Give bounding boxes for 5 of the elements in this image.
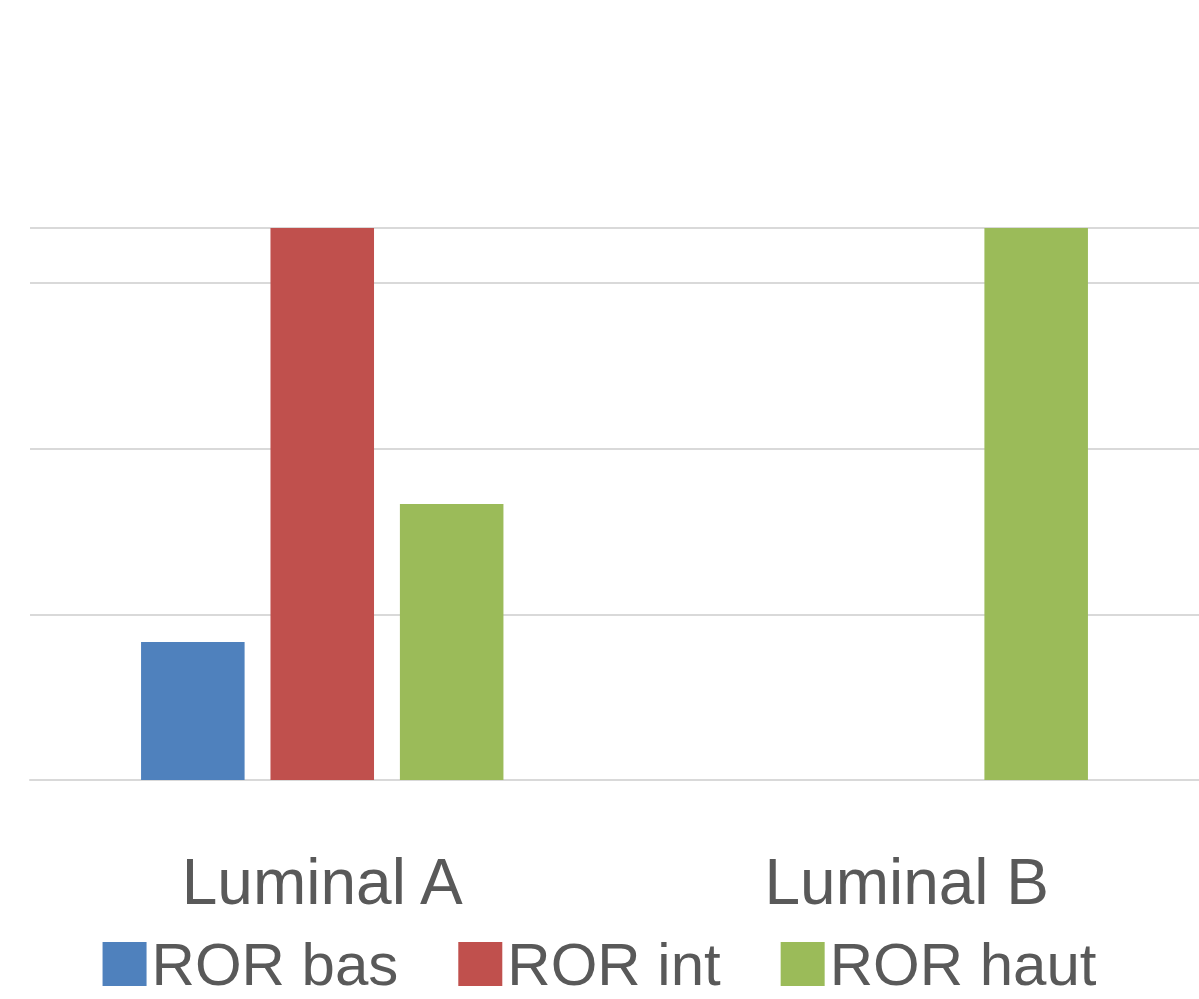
legend-label: ROR bas — [151, 930, 399, 998]
x-tick-label: Luminal A — [181, 846, 464, 918]
legend-label: ROR int — [507, 930, 721, 998]
x-tick-label: Luminal B — [764, 846, 1050, 918]
legend-label: ROR haut — [829, 930, 1097, 998]
